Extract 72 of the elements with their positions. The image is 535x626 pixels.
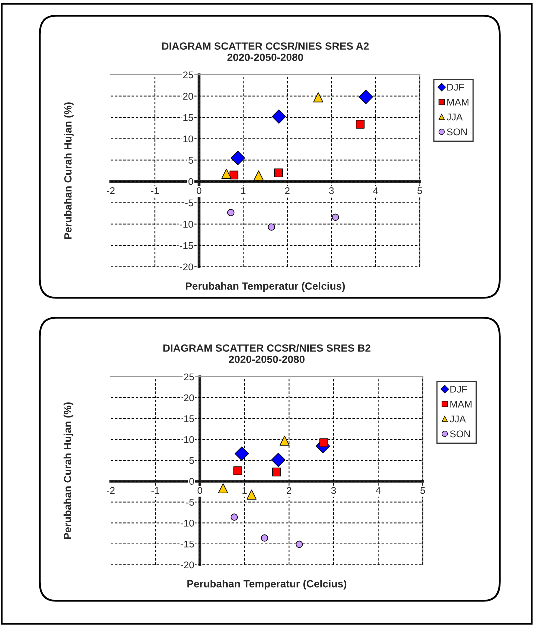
point [254,170,264,181]
y-tick-label: -10 [180,221,194,228]
legend-label: MAM [448,99,469,106]
legend-label: DJF [448,84,464,91]
y-tick-label: 0 [188,178,194,186]
point [218,484,228,494]
y-tick-label: -10 [180,520,194,527]
point [230,151,246,166]
point [234,446,250,462]
x-tick-label: -1 [151,188,159,194]
x-tick-label: 5 [420,487,426,494]
y-tick-label: 20 [183,93,194,100]
point [271,452,286,468]
y-tick-label: 0 [190,478,194,486]
x-tick-label: 5 [418,188,422,194]
point [313,92,324,103]
legend-label: MAM [450,401,472,408]
legend-label: DJF [450,386,468,393]
chart-title: DIAGRAM SCATTER CCSR/NIES SRES A2 2020-2050-2080 [162,42,369,62]
x-tick-label: 1 [242,487,247,494]
point [274,168,284,178]
x-axis-title: Perubahan Temperatur (Celcius) [188,580,347,590]
x-tick-label: 3 [329,187,334,194]
y-tick-label: 25 [184,374,194,381]
x-tick-label: -2 [107,487,115,494]
y-tick-label: -15 [180,242,194,250]
x-tick-label: 2 [287,487,292,494]
point [356,120,365,129]
x-tick-label: 3 [332,487,336,494]
y-axis-title: Perubahan Curah Hujan (%) [64,102,74,240]
legend-label: JJA [446,114,463,121]
point [280,436,290,446]
y-tick-label: -5 [186,499,194,506]
y-axis-title: Perubahan Curah Hujan (%) [64,402,74,540]
y-tick-label: 20 [184,394,194,402]
point [358,90,374,104]
x-tick-label: 2 [285,187,290,194]
point [332,214,340,222]
point [246,490,257,500]
y-tick-label: -5 [186,200,194,207]
x-tick-label: -1 [152,487,160,494]
point [268,224,276,231]
x-axis-title: Perubahan Temperatur (Celcius) [186,282,346,292]
y-tick-label: 15 [184,416,194,422]
y-tick-label: 5 [188,157,194,164]
y-tick-label: 15 [184,114,194,122]
x-tick-label: 0 [198,487,202,494]
y-tick-label: -15 [180,540,194,548]
point [261,534,268,542]
point [230,514,238,521]
x-tick-label: -2 [107,187,115,194]
chart-title: DIAGRAM SCATTER CCSR/NIES SRES B2 2020-2050-2080 [164,344,371,364]
point [222,168,232,179]
point [227,209,235,216]
legend-label: SON [447,128,468,136]
point [234,466,242,476]
x-tick-label: 0 [196,187,202,194]
y-tick-label: 10 [184,136,194,143]
point [272,110,286,124]
y-tick-label: 10 [184,436,194,444]
point [272,468,282,477]
x-tick-label: 4 [373,188,378,194]
y-tick-label: 5 [190,457,194,464]
point [320,438,328,448]
y-tick-label: 25 [183,72,194,79]
legend-label: JJA [450,416,466,423]
point [296,540,304,548]
legend-label: SON [450,430,470,438]
y-tick-label: -20 [180,562,194,569]
x-tick-label: 1 [241,188,246,194]
y-tick-label: -20 [180,264,194,271]
x-tick-label: 4 [376,487,381,494]
